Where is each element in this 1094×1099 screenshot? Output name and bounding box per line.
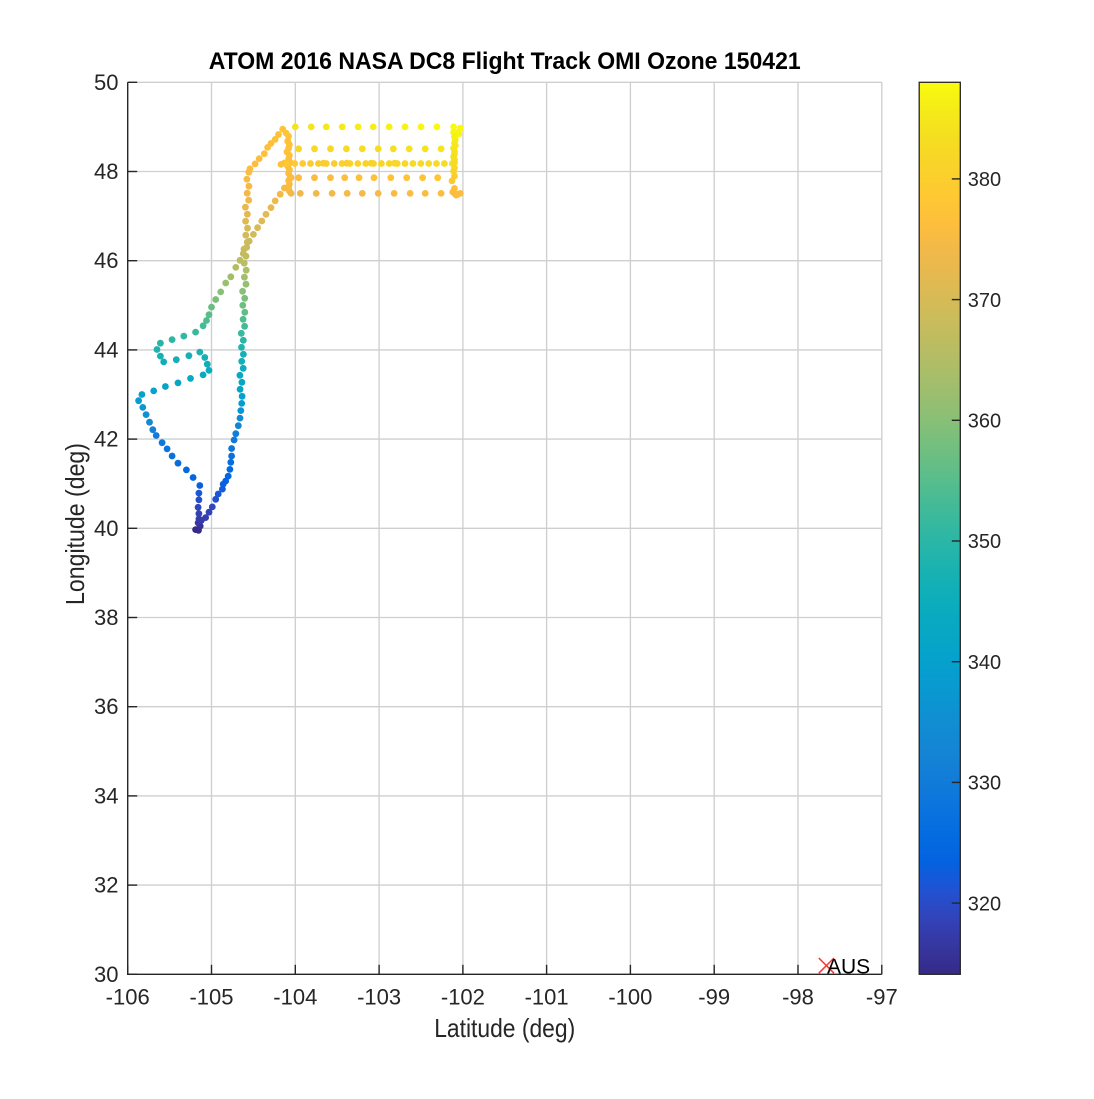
svg-text:380: 380 [968, 169, 1001, 191]
svg-text:-106: -106 [106, 985, 150, 1010]
svg-text:340: 340 [968, 652, 1001, 674]
svg-text:360: 360 [968, 411, 1001, 433]
svg-text:-102: -102 [441, 985, 485, 1010]
svg-text:330: 330 [968, 773, 1001, 795]
svg-text:ATOM 2016 NASA DC8 Flight Trac: ATOM 2016 NASA DC8 Flight Track OMI Ozon… [209, 48, 801, 75]
svg-text:320: 320 [968, 893, 1001, 915]
svg-text:-105: -105 [189, 985, 233, 1010]
svg-text:46: 46 [94, 248, 118, 273]
svg-text:30: 30 [94, 962, 118, 987]
svg-text:350: 350 [968, 531, 1001, 553]
svg-text:AUS: AUS [827, 956, 870, 979]
svg-text:Longitude (deg): Longitude (deg) [60, 443, 90, 605]
svg-text:-100: -100 [608, 985, 652, 1010]
svg-text:40: 40 [94, 516, 118, 541]
svg-text:-99: -99 [698, 985, 730, 1010]
svg-text:50: 50 [94, 70, 118, 95]
svg-text:36: 36 [94, 694, 118, 719]
svg-text:370: 370 [968, 290, 1001, 312]
svg-text:34: 34 [94, 783, 118, 808]
svg-text:44: 44 [94, 337, 118, 362]
svg-text:42: 42 [94, 427, 118, 452]
svg-text:38: 38 [94, 605, 118, 630]
svg-text:-104: -104 [273, 985, 317, 1010]
svg-text:32: 32 [94, 873, 118, 898]
svg-text:48: 48 [94, 159, 118, 184]
svg-text:-103: -103 [357, 985, 401, 1010]
svg-text:Latitude (deg): Latitude (deg) [434, 1013, 575, 1043]
svg-text:-97: -97 [866, 985, 898, 1010]
svg-text:-101: -101 [525, 985, 569, 1010]
svg-text:-98: -98 [782, 985, 814, 1010]
